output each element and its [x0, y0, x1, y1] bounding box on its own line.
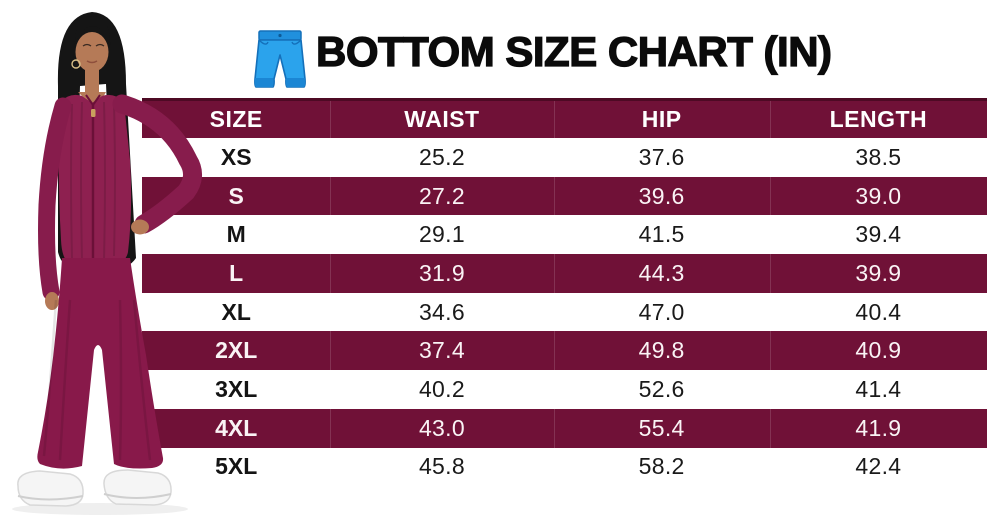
- length-cell: 39.4: [855, 221, 902, 248]
- length-cell: 39.0: [770, 177, 987, 216]
- table-row: L 31.9 44.3 39.9: [142, 254, 987, 293]
- jeans-icon: [254, 30, 306, 88]
- waist-cell: 29.1: [418, 221, 465, 248]
- page-title: BOTTOM SIZE CHART (IN): [315, 27, 832, 75]
- table-header-row: SIZE WAIST HIP LENGTH: [142, 98, 987, 138]
- length-cell: 41.9: [770, 409, 987, 448]
- table-row: 3XL 40.2 52.6 41.4: [142, 370, 987, 409]
- table-row: XL 34.6 47.0 40.4: [142, 292, 987, 332]
- table-row: 5XL 45.8 58.2 42.4: [142, 447, 987, 487]
- length-cell: 41.4: [855, 375, 902, 402]
- waist-cell: 45.8: [418, 453, 465, 480]
- length-cell: 40.9: [770, 331, 987, 370]
- table-row: XS 25.2 37.6 38.5: [142, 138, 987, 177]
- hip-cell: 41.5: [638, 221, 685, 248]
- size-cell: 5XL: [215, 453, 258, 480]
- size-cell: L: [229, 259, 244, 286]
- hip-cell: 55.4: [554, 409, 770, 448]
- size-cell: S: [228, 182, 244, 209]
- size-cell: 3XL: [215, 375, 258, 402]
- size-cell: M: [226, 221, 246, 248]
- waist-cell: 27.2: [330, 177, 553, 216]
- size-cell: 4XL: [215, 414, 258, 441]
- hip-cell: 58.2: [638, 453, 685, 480]
- column-header-waist: WAIST: [330, 101, 553, 138]
- waist-cell: 40.2: [418, 375, 465, 402]
- hip-cell: 44.3: [554, 254, 770, 293]
- hip-cell: 39.6: [554, 177, 770, 216]
- size-table: SIZE WAIST HIP LENGTH XS 25.2 37.6 38.5 …: [142, 98, 987, 487]
- size-cell: XL: [221, 298, 251, 325]
- table-row: 4XL 43.0 55.4 41.9: [142, 408, 987, 448]
- hip-cell: 37.6: [638, 143, 685, 170]
- table-row: 2XL 37.4 49.8 40.9: [142, 331, 987, 371]
- hip-cell: 49.8: [554, 331, 770, 370]
- length-cell: 38.5: [855, 143, 902, 170]
- column-header-length: LENGTH: [770, 101, 987, 138]
- waist-cell: 34.6: [418, 298, 465, 325]
- waist-cell: 31.9: [330, 254, 553, 293]
- length-cell: 40.4: [855, 298, 902, 325]
- waist-cell: 25.2: [418, 143, 465, 170]
- table-row: S 27.2 39.6 39.0: [142, 176, 987, 216]
- waist-cell: 37.4: [330, 331, 553, 370]
- column-header-hip: HIP: [554, 101, 770, 138]
- table-row: M 29.1 41.5 39.4: [142, 215, 987, 255]
- size-cell: XS: [220, 143, 252, 170]
- column-header-size: SIZE: [209, 106, 263, 132]
- length-cell: 42.4: [855, 453, 902, 480]
- hip-cell: 47.0: [638, 298, 685, 325]
- size-cell: 2XL: [215, 337, 258, 364]
- model-photo: [12, 12, 202, 515]
- hip-cell: 52.6: [638, 375, 685, 402]
- length-cell: 39.9: [770, 254, 987, 293]
- waist-cell: 43.0: [330, 409, 553, 448]
